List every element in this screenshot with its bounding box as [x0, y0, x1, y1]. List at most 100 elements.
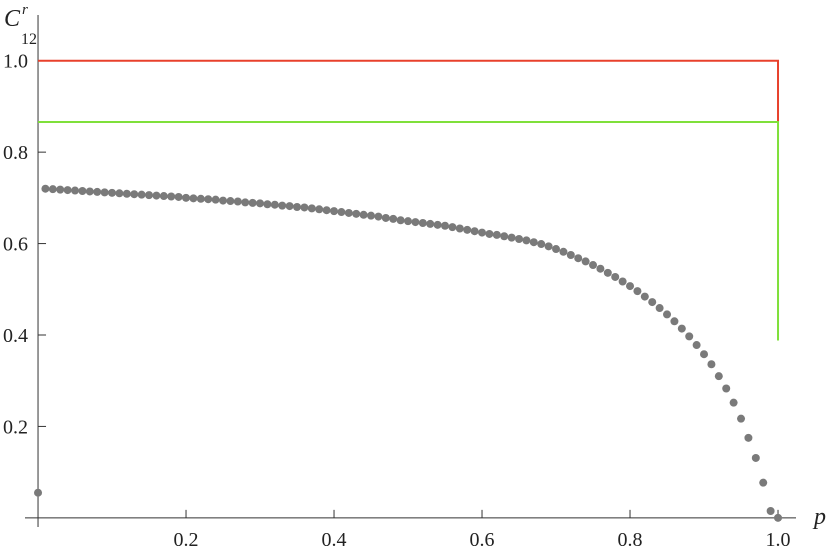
point [729, 398, 738, 407]
point [100, 188, 109, 197]
point [115, 189, 124, 198]
point [751, 453, 760, 462]
point [441, 221, 450, 230]
x-tick-label: 1.0 [766, 529, 791, 551]
point [655, 304, 664, 313]
point [285, 202, 294, 211]
point [581, 257, 590, 266]
point [744, 433, 753, 442]
point [529, 238, 538, 247]
point [159, 192, 168, 201]
point [537, 240, 546, 249]
x-tick-label: 0.4 [322, 529, 347, 551]
point [85, 187, 94, 196]
point [670, 317, 679, 326]
point [130, 190, 139, 199]
point [485, 229, 494, 238]
x-tick-label: 0.8 [618, 529, 643, 551]
bound-line [38, 59, 780, 122]
point [293, 203, 302, 211]
y-label: C [4, 6, 21, 32]
point [463, 225, 472, 234]
point [145, 191, 154, 200]
x-label: p [812, 504, 826, 530]
point [71, 186, 80, 195]
point [211, 195, 220, 204]
y-tick-label: 0.8 [3, 142, 28, 164]
y-tick-label: 0.2 [3, 416, 28, 438]
point [337, 208, 346, 217]
point [618, 277, 627, 286]
point [359, 210, 368, 219]
point [174, 192, 183, 201]
point [596, 264, 605, 273]
point [241, 198, 250, 207]
point [330, 207, 339, 216]
point [692, 341, 701, 350]
y-label-sub: 12 [21, 31, 37, 48]
point [507, 233, 516, 242]
point [381, 213, 390, 222]
point [300, 203, 309, 212]
point [774, 513, 783, 522]
point [737, 414, 746, 423]
y-tick-label: 0.4 [3, 325, 28, 347]
point [152, 191, 161, 200]
point [315, 205, 324, 214]
point [108, 188, 117, 197]
point [396, 216, 405, 225]
y-tick-label: 1.0 [3, 51, 28, 73]
point [648, 298, 657, 307]
point [248, 198, 257, 207]
point [478, 228, 487, 237]
point [626, 282, 635, 291]
point [189, 194, 198, 203]
point [722, 384, 731, 393]
point [589, 261, 598, 270]
point [322, 206, 331, 215]
point [48, 185, 57, 194]
point [367, 211, 376, 220]
point [352, 209, 361, 218]
point [204, 195, 213, 204]
point [759, 478, 768, 487]
point [611, 272, 620, 281]
point [603, 268, 612, 277]
x-tick-label: 0.2 [174, 529, 199, 551]
point [707, 360, 716, 369]
point [270, 200, 279, 209]
point [640, 292, 649, 301]
point [196, 194, 205, 203]
point [307, 204, 316, 213]
point [122, 189, 131, 198]
y-label-sup: r [22, 2, 28, 18]
point [137, 190, 146, 199]
point [700, 350, 709, 359]
point [552, 245, 561, 254]
point [404, 217, 413, 226]
point [448, 223, 457, 232]
point [182, 193, 191, 202]
point [78, 187, 87, 195]
point [256, 199, 265, 208]
x-tick-label: 0.6 [470, 529, 495, 551]
point [544, 242, 553, 251]
point [389, 214, 398, 223]
point [167, 192, 176, 201]
point [278, 201, 287, 210]
point [677, 324, 686, 333]
point [633, 287, 642, 296]
point [433, 220, 442, 229]
point [411, 218, 420, 227]
point [566, 251, 575, 259]
point [418, 219, 427, 227]
point [374, 212, 383, 221]
point [344, 208, 353, 217]
point [263, 200, 272, 209]
point [41, 184, 50, 193]
point [663, 310, 672, 319]
point [470, 227, 479, 236]
point [233, 197, 242, 206]
point [766, 507, 775, 515]
